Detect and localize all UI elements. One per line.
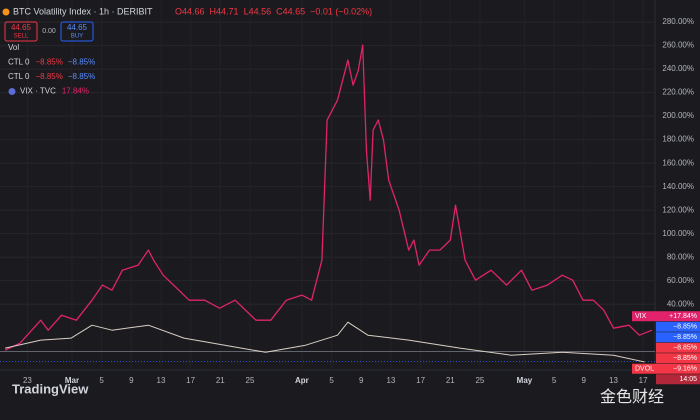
x-tick-label: 9 [582,376,587,385]
y-tick-label: 40.00% [667,299,694,308]
x-tick-label: 13 [386,376,395,385]
price-tag-value: −8.85% [673,345,697,352]
legend-name: Vol [8,43,19,52]
y-tick-label: 80.00% [667,252,694,261]
price-tag-value: −8.85% [673,334,697,341]
ohlc-value: C44.65 [276,6,305,16]
sell-button[interactable] [4,21,38,42]
x-tick-label: Apr [295,376,309,385]
y-tick-label: 220.00% [662,88,694,97]
price-tags: VIX +17.84% −8.85% −8.85% −8.85% −8.85% DVOL −9… [632,311,700,385]
y-tick-label: 280.00% [662,17,694,26]
x-tick-label: 5 [99,376,104,385]
legend-value: −8.85% [36,58,63,67]
x-tick-label: May [517,376,533,385]
price-tag [656,353,700,364]
price-tag-value: −8.85% [673,355,697,362]
sell-label: SELL [14,34,29,40]
sell-price: 44.65 [11,23,32,32]
watermark: TradingView [12,381,89,396]
symbol-icon [2,8,10,16]
x-tick-label: 9 [129,376,134,385]
x-tick-label: 5 [329,376,334,385]
legend-value: −8.85% [68,72,95,81]
y-tick-label: 60.00% [667,276,694,285]
buy-button[interactable] [60,21,94,42]
price-tag-value: −8.85% [673,324,697,331]
plot [0,44,655,363]
legend-value: 17.84% [62,87,89,96]
price-tag [656,374,700,385]
x-tick-label: 5 [552,376,557,385]
legend-name: CTL 0 [8,58,30,67]
price-tag-value: −9.16% [673,366,697,373]
legend: Vol CTL 0 −8.85% −8.85% CTL 0 −8.85% −8.85% VIX… [8,43,95,96]
y-tick-label: 180.00% [662,135,694,144]
grid: 280.00% 260.00% 240.00% 220.00% 200.00% 180.0… [0,17,694,386]
price-tag [656,321,700,332]
x-tick-label: 21 [216,376,225,385]
x-tick-label: 17 [639,376,648,385]
y-tick-label: 120.00% [662,205,694,214]
buy-label: BUY [71,34,83,40]
ohlc-value: −0.01 (−0.02%) [310,6,372,16]
series-line [5,321,645,363]
legend-name: VIX · TVC [20,87,56,96]
legend-name: CTL 0 [8,72,30,81]
x-tick-label: 17 [186,376,195,385]
chart-title: BTC Volatility Index · 1h · DERIBIT [13,6,153,16]
x-tick-label: Mar [65,376,79,385]
x-tick-label: 23 [23,376,32,385]
y-tick-label: 100.00% [662,229,694,238]
price-tag-name: DVOL [635,366,654,373]
y-tick-label: 140.00% [662,182,694,191]
spread: 0.00 [42,28,56,35]
y-tick-label: 260.00% [662,41,694,50]
buy-price: 44.65 [67,23,88,32]
x-tick-label: 17 [416,376,425,385]
ohlc: O44.66 H44.71 L44.56 C44.65 −0.01 (−0.02%) [175,6,372,16]
price-tag [632,363,700,374]
price-tag-value: +17.84% [669,313,697,320]
x-tick-label: 25 [246,376,255,385]
price-tag-name: VIX [635,313,647,320]
price-tag-value: 14:05 [679,376,697,383]
y-tick-label: 160.00% [662,158,694,167]
ohlc-value: L44.56 [244,6,272,16]
legend-value: −8.85% [68,58,95,67]
x-tick-label: 13 [157,376,166,385]
price-tag [632,311,700,322]
x-tick-label: 21 [446,376,455,385]
price-tag [656,332,700,343]
legend-icon [8,88,16,95]
watermark-2: 金色财经 [600,388,664,406]
legend-value: −8.85% [36,72,63,81]
x-tick-label: 13 [609,376,618,385]
ohlc-value: H44.71 [210,6,239,16]
x-tick-label: 9 [359,376,364,385]
ohlc-value: O44.66 [175,6,205,16]
y-tick-label: 200.00% [662,111,694,120]
series-line [4,44,653,351]
y-tick-label: 240.00% [662,64,694,73]
price-tag [656,342,700,353]
x-tick-label: 25 [475,376,484,385]
